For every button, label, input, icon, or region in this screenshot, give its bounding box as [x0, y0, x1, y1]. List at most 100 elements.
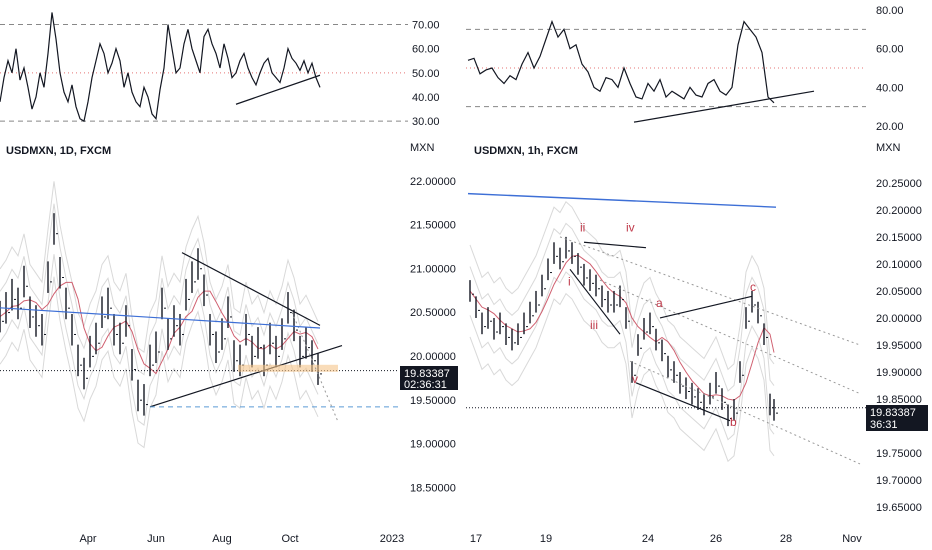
last-price-bg [866, 405, 928, 431]
x-tick-label: Apr [79, 533, 96, 545]
chart-title: USDMXN, 1D, FXCM [6, 145, 111, 157]
y-tick-label: 19.75000 [876, 448, 922, 460]
moving-average-blue [467, 192, 777, 208]
price-y-ticks: 20.25000 20.20000 20.15000 20.10000 20.05000… [876, 178, 922, 514]
wave-line [569, 268, 621, 335]
wave-label: ii [580, 220, 585, 234]
right-indicator-panel: 80.00 60.00 40.00 20.00 [466, 5, 904, 133]
x-tick-label: Jun [147, 533, 165, 545]
x-tick-label: 26 [710, 533, 722, 545]
y-tick-label: 20.00 [876, 121, 904, 133]
y-tick-label: 20.10000 [876, 259, 922, 271]
y-tick-label: 50.00 [412, 68, 440, 80]
wave-label: v [632, 372, 638, 386]
axis-unit: MXN [410, 142, 435, 154]
price-bars [0, 213, 322, 416]
indicator-levels [466, 28, 866, 108]
y-tick-label: 20.00000 [876, 313, 922, 325]
wave-label: a [656, 296, 663, 310]
y-tick-label: 19.70000 [876, 475, 922, 487]
y-tick-label: 19.95000 [876, 340, 922, 352]
y-tick-label: 20.25000 [876, 178, 922, 190]
wave-label: iii [590, 318, 598, 332]
y-tick-label: 20.05000 [876, 286, 922, 298]
price-y-ticks: 22.00000 21.50000 21.00000 20.50000 20.00000… [410, 176, 456, 495]
drawings [466, 192, 866, 465]
channel-line [559, 236, 861, 346]
y-tick-label: 21.50000 [410, 220, 456, 232]
indicator-series [0, 12, 321, 123]
oscillator-line [0, 12, 321, 123]
last-price-box: 19.83387 36:31 [866, 405, 928, 431]
bollinger-bands [469, 200, 775, 463]
band-line [469, 222, 775, 392]
y-tick-label: 19.50000 [410, 395, 456, 407]
x-tick-label: Oct [281, 533, 298, 545]
y-tick-label: 60.00 [412, 44, 440, 56]
wave-label: iv [626, 220, 635, 234]
left-main-panel: USDMXN, 1D, FXCM MXN 22.00000 21.50000 21.… [0, 142, 458, 545]
channel-line [629, 360, 861, 465]
y-tick-label: 30.00 [412, 116, 440, 128]
wave-line [583, 241, 647, 249]
chart-title: USDMXN, 1h, FXCM [474, 145, 578, 157]
oscillator-line [467, 19, 775, 104]
moving-average-red [0, 281, 319, 375]
y-tick-label: 40.00 [412, 92, 440, 104]
wave-line [635, 382, 731, 422]
band-line [469, 200, 775, 371]
band-line [0, 254, 319, 426]
y-tick-label: 19.90000 [876, 367, 922, 379]
x-tick-label: Aug [212, 533, 232, 545]
triangle-lower-line [149, 344, 343, 408]
y-tick-label: 20.50000 [410, 307, 456, 319]
y-tick-label: 80.00 [876, 5, 904, 17]
y-tick-label: 20.20000 [876, 205, 922, 217]
y-tick-label: 40.00 [876, 82, 904, 94]
y-tick-label: 20.00000 [410, 351, 456, 363]
x-tick-label: Nov [842, 533, 862, 545]
x-tick-label: 19 [540, 533, 552, 545]
wave-label: c [750, 280, 756, 294]
channel-line [599, 279, 861, 395]
time-x-ticks: Apr Jun Aug Oct 2023 [79, 533, 404, 545]
wave-line [659, 295, 753, 319]
last-price-bg [400, 366, 458, 390]
left-indicator-panel: 70.00 60.00 50.00 40.00 30.00 [0, 12, 440, 128]
countdown: 02:36:31 [404, 379, 447, 391]
y-tick-label: 19.85000 [876, 394, 922, 406]
drawings [0, 252, 398, 422]
indicator-y-ticks: 80.00 60.00 40.00 20.00 [876, 5, 904, 133]
wave-label: i [568, 275, 571, 289]
moving-average-blue [0, 307, 321, 329]
wave-label: b [730, 415, 737, 429]
band-line [0, 203, 319, 376]
y-tick-label: 22.00000 [410, 176, 456, 188]
triangle-upper-line [181, 252, 321, 326]
indicator-series [467, 19, 815, 123]
y-tick-label: 19.65000 [876, 502, 922, 514]
band-line [0, 276, 319, 449]
time-x-ticks: 17 19 24 26 28 Nov [470, 533, 862, 545]
y-tick-label: 60.00 [876, 44, 904, 56]
trendline [235, 74, 321, 105]
last-price: 19.83387 [870, 407, 916, 419]
x-tick-label: 28 [780, 533, 792, 545]
y-tick-label: 18.50000 [410, 482, 456, 494]
price-bars [469, 236, 778, 427]
y-tick-label: 70.00 [412, 20, 440, 32]
x-tick-label: 2023 [380, 533, 404, 545]
y-tick-label: 20.15000 [876, 232, 922, 244]
axis-unit: MXN [876, 142, 901, 154]
indicator-levels [0, 24, 408, 122]
x-tick-label: 17 [470, 533, 482, 545]
trendline [633, 90, 815, 123]
y-tick-label: 21.00000 [410, 263, 456, 275]
band-line [0, 181, 319, 354]
demand-zone [238, 364, 338, 372]
y-tick-label: 19.00000 [410, 439, 456, 451]
x-tick-label: 24 [642, 533, 654, 545]
band-line [469, 292, 775, 463]
